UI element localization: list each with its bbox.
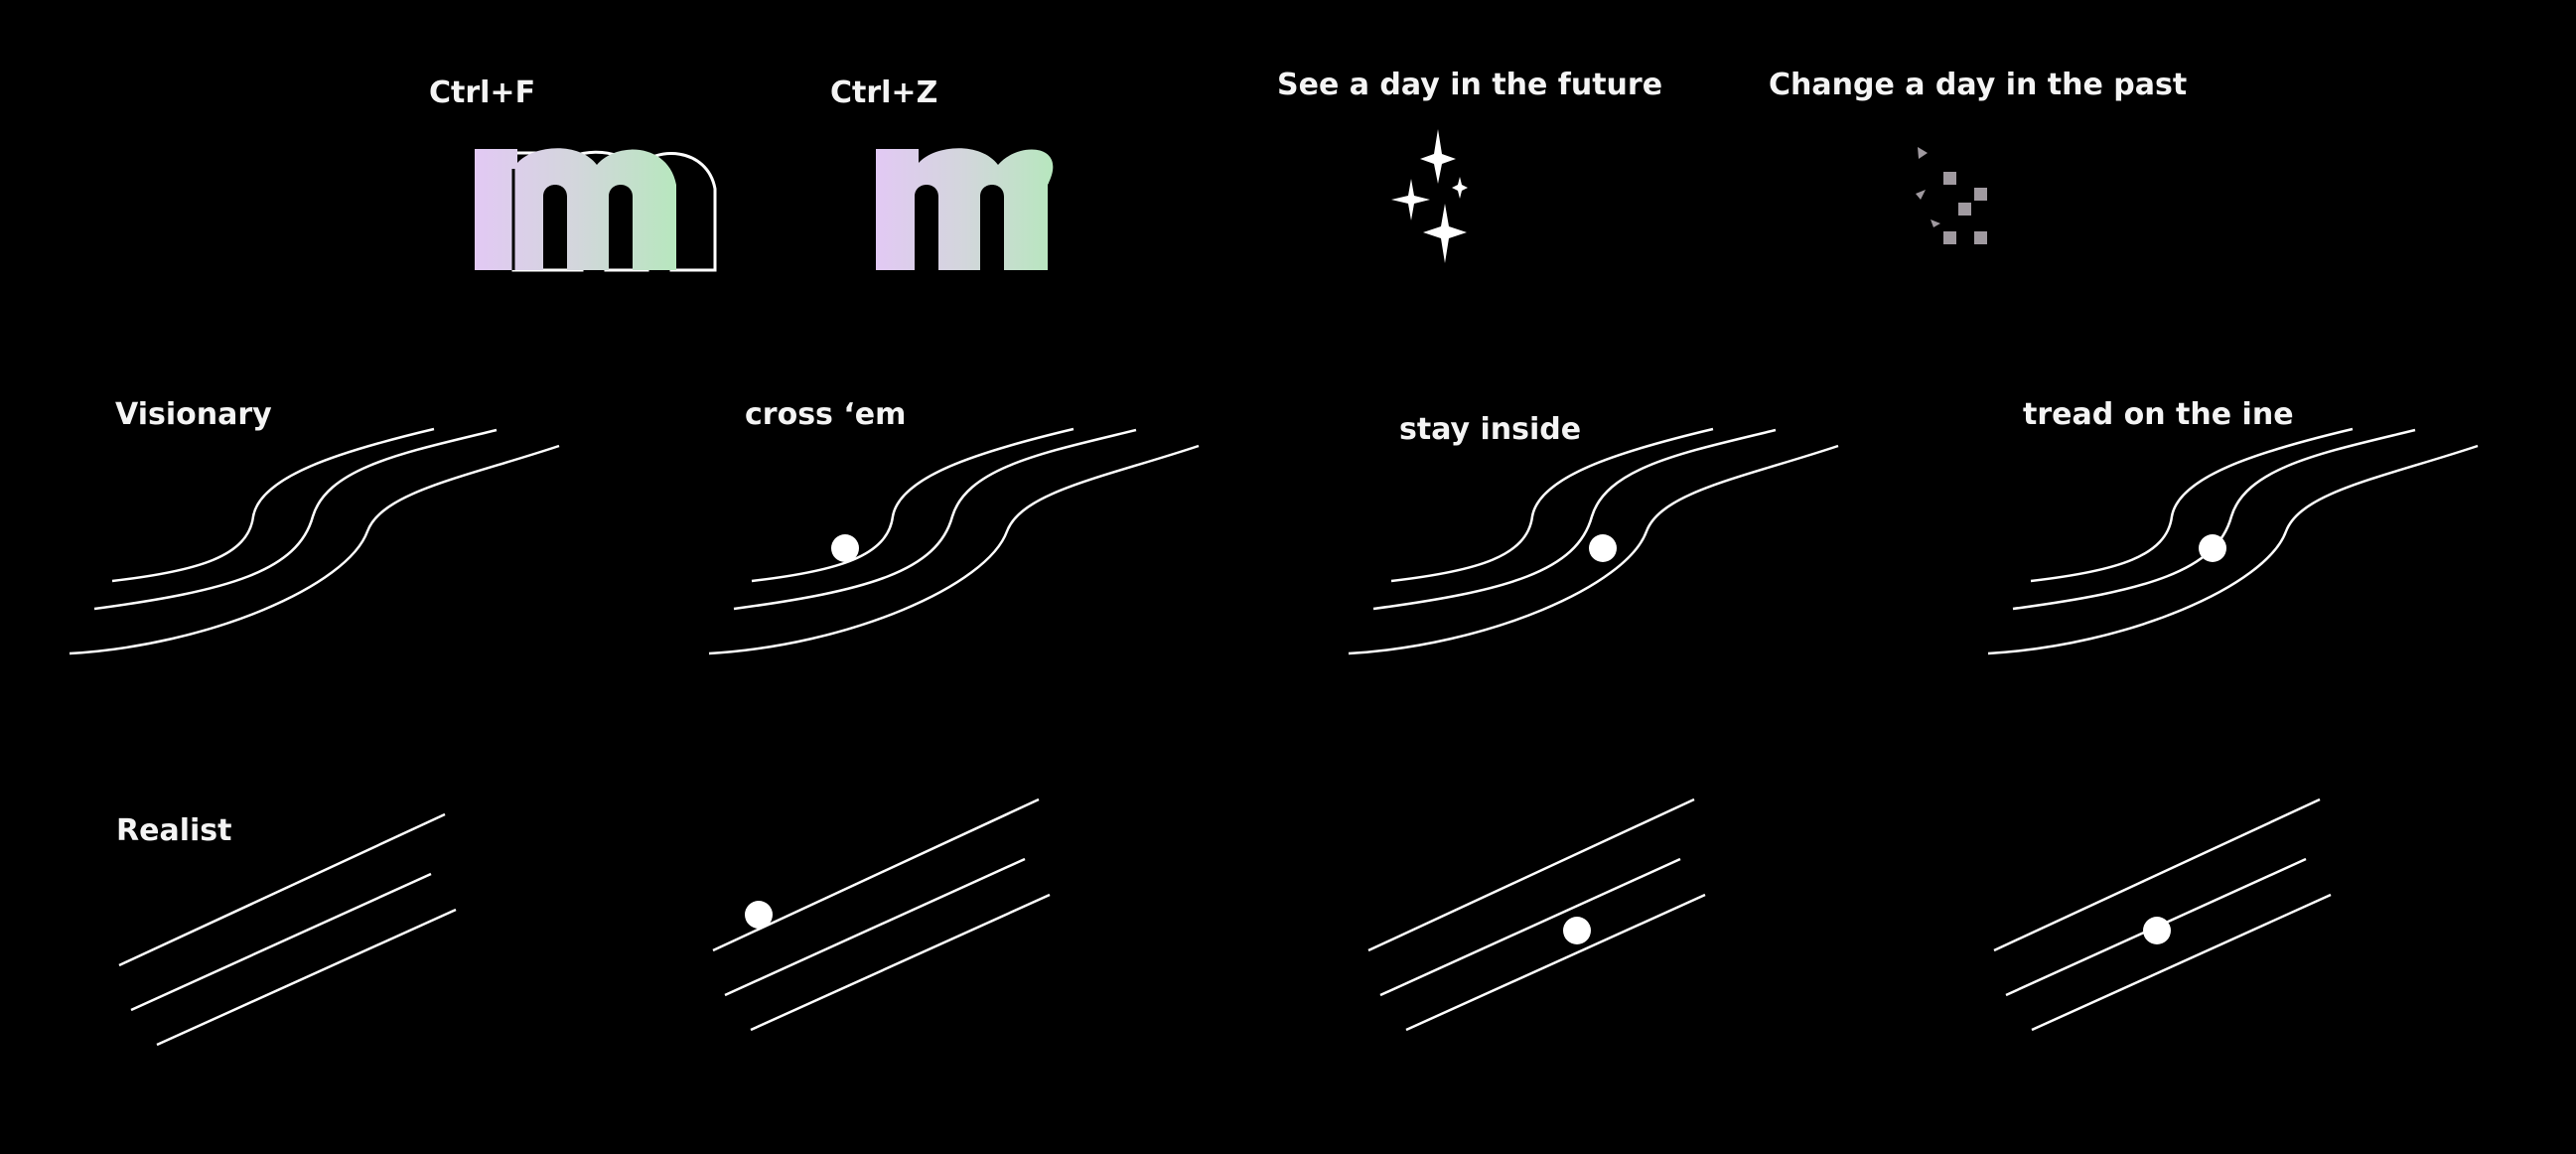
future-label: See a day in the future [1277,68,1663,102]
visionary-lines-tread [1986,427,2480,655]
ctrl-f-logo [475,148,717,272]
row-label-visionary: Visionary [115,397,272,432]
dot-realist-cross [745,901,773,929]
column-label-tread: tread on the ine [2023,397,2294,432]
dot-visionary-cross [831,534,859,562]
column-label-stay-inside: stay inside [1399,412,1582,447]
ctrl-z-label: Ctrl+Z [830,75,938,110]
ctrl-f-label: Ctrl+F [429,75,536,110]
dot-visionary-tread [2199,534,2226,562]
m-logo-gradient [475,148,676,270]
realist-lines-stay-inside [1366,797,1707,1032]
dot-realist-stay-inside [1563,917,1591,944]
dot-visionary-stay-inside [1589,534,1617,562]
row-label-realist: Realist [116,813,232,848]
ctrl-z-logo [876,148,1054,270]
column-label-cross: cross ‘em [745,397,907,432]
dot-realist-tread [2143,917,2171,944]
sparkles-icon [1391,129,1468,263]
realist-lines-tread [1992,797,2333,1032]
visionary-lines-base [68,427,561,655]
past-label: Change a day in the past [1769,68,2188,102]
visionary-lines-cross [707,427,1201,655]
pixel-trail-icon [1916,147,1987,244]
realist-lines-base [117,812,458,1047]
